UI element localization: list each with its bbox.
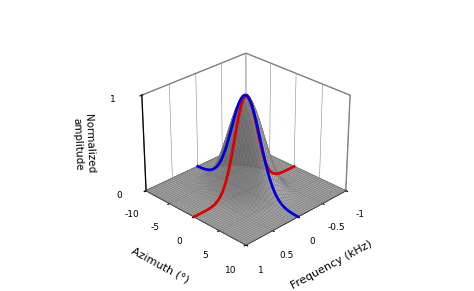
Y-axis label: Azimuth (°): Azimuth (°) (129, 245, 191, 285)
X-axis label: Frequency (kHz): Frequency (kHz) (290, 239, 374, 291)
